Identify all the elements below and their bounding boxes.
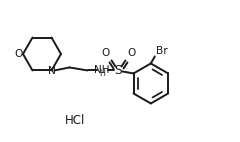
Text: HCl: HCl: [65, 113, 85, 127]
Text: NH: NH: [94, 65, 109, 75]
Text: N: N: [48, 66, 55, 76]
Text: Br: Br: [156, 46, 168, 57]
Text: S: S: [115, 64, 122, 77]
Text: O: O: [101, 48, 110, 59]
Text: H: H: [99, 69, 105, 78]
Text: O: O: [15, 49, 23, 59]
Text: O: O: [127, 48, 136, 59]
